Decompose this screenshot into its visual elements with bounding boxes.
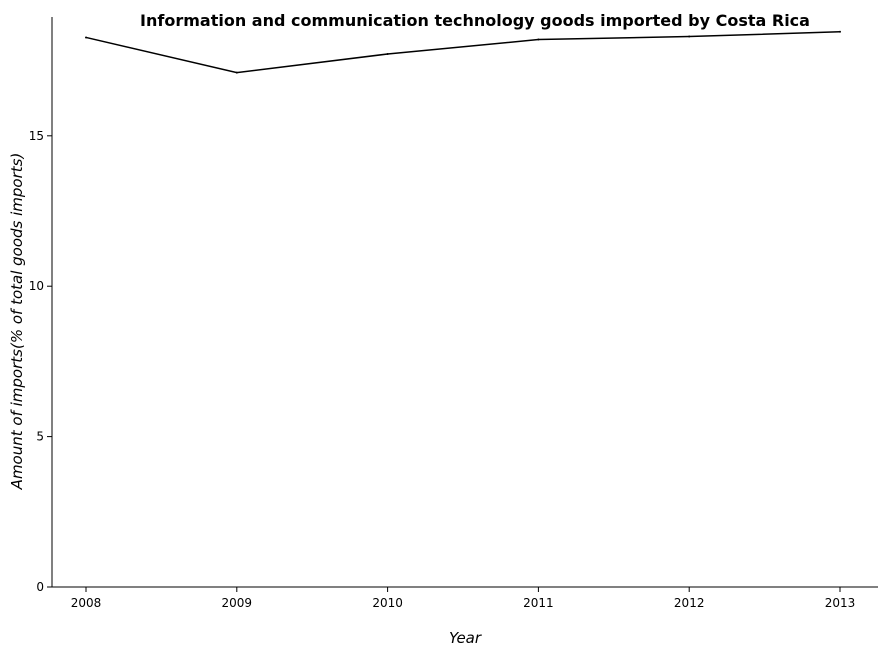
plot-area: 0 5 10 15 2008 2009 2010 2011 2012 2013 <box>29 17 878 610</box>
x-tick-label: 2008 <box>71 596 102 610</box>
y-tick-label: 15 <box>29 129 44 143</box>
x-tick-label: 2013 <box>825 596 856 610</box>
y-tick-label: 10 <box>29 279 44 293</box>
data-point <box>839 30 841 33</box>
x-tick-label: 2009 <box>222 596 253 610</box>
chart-title: Information and communication technology… <box>140 11 810 30</box>
x-axis-label: Year <box>449 629 482 647</box>
x-tick-label: 2011 <box>523 596 554 610</box>
data-point <box>235 71 238 74</box>
y-tick-label: 0 <box>36 580 44 594</box>
y-axis-label: Amount of imports(% of total goods impor… <box>8 153 26 491</box>
series-line <box>85 30 841 74</box>
y-tick-label: 5 <box>36 430 44 444</box>
x-tick-label: 2012 <box>674 596 705 610</box>
data-point <box>688 35 691 38</box>
data-point <box>537 38 540 41</box>
x-tick-label: 2010 <box>372 596 403 610</box>
data-point <box>85 36 87 39</box>
data-point <box>386 52 389 55</box>
